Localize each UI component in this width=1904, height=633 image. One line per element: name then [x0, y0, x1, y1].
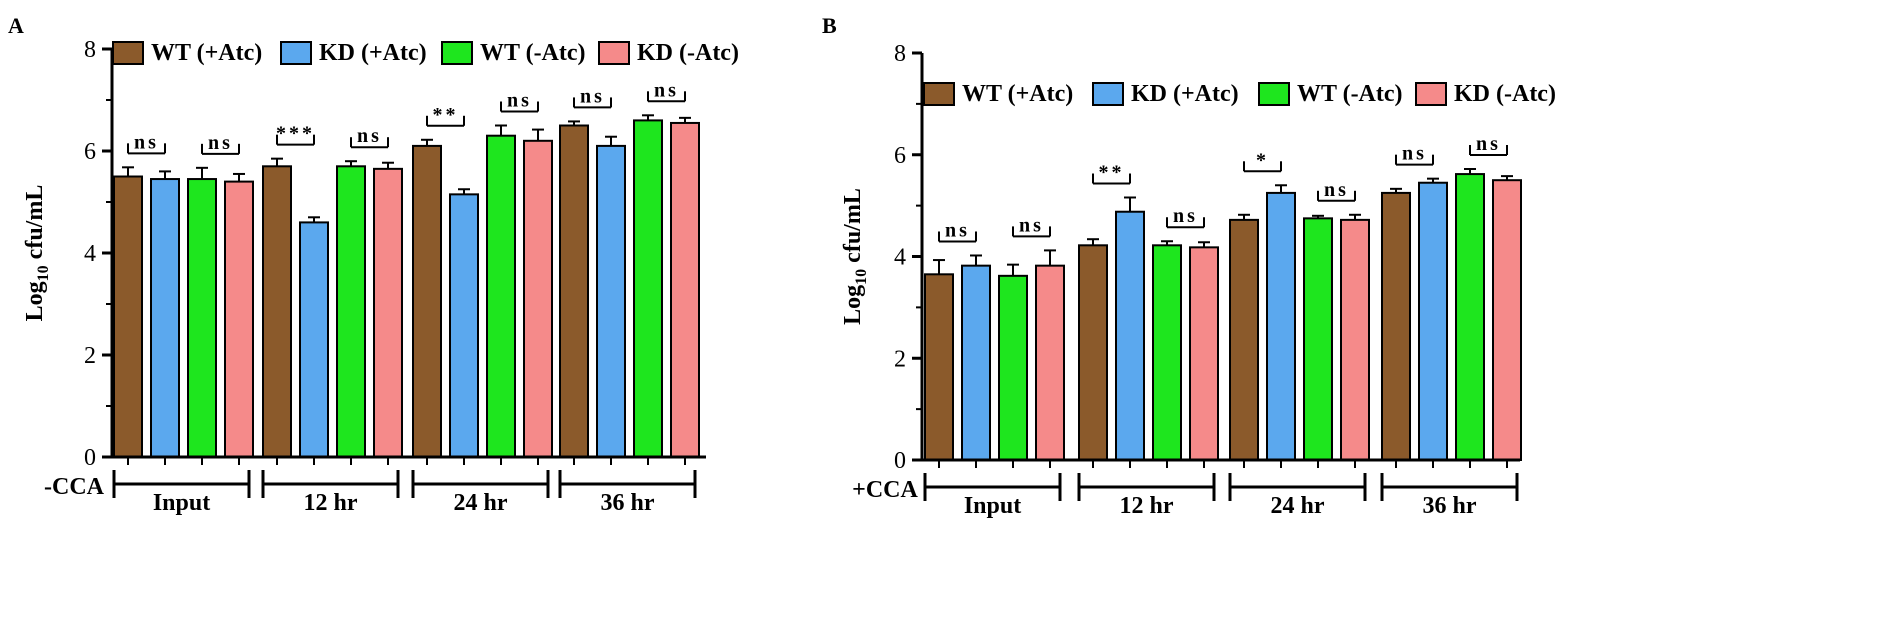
- bar: [1229, 218, 1259, 461]
- y-tick-label: 0: [894, 448, 906, 474]
- legend-label: WT (-Atc): [1297, 81, 1403, 107]
- legend-swatch: [1092, 82, 1124, 106]
- y-tick-label: 4: [84, 241, 96, 267]
- sig-label: ns: [1476, 133, 1501, 155]
- condition-label: -CCA: [44, 474, 105, 500]
- y-axis-label-main: Log: [840, 285, 866, 325]
- y-tick-label: 6: [84, 139, 96, 165]
- sig-label: **: [433, 104, 459, 126]
- legend-label: WT (+Atc): [962, 81, 1073, 107]
- y-axis-label: Log10 cfu/mL: [22, 185, 52, 322]
- legend-label: KD (+Atc): [1131, 81, 1239, 107]
- bar: [1381, 191, 1411, 461]
- bar: [924, 273, 954, 461]
- sig-label: ***: [276, 123, 315, 145]
- y-tick-label: 8: [894, 41, 906, 67]
- legend-swatch: [923, 82, 955, 106]
- bar: [1340, 218, 1370, 461]
- y-tick-label: 6: [894, 143, 906, 169]
- category-label: 36 hr: [1423, 493, 1477, 519]
- bar: [633, 119, 663, 459]
- bar: [596, 144, 626, 458]
- y-axis-label-subscript: 10: [853, 269, 870, 285]
- legend-swatch: [280, 41, 312, 65]
- y-axis-label-main: Log: [22, 281, 48, 321]
- legend-swatch: [1258, 82, 1290, 106]
- legend-label: KD (-Atc): [637, 40, 739, 66]
- category-label: 12 hr: [1120, 493, 1174, 519]
- y-tick-label: 2: [84, 343, 96, 369]
- bar: [1115, 210, 1145, 461]
- bar: [373, 167, 403, 458]
- legend-swatch: [112, 41, 144, 65]
- sig-label: **: [1099, 161, 1125, 183]
- y-axis-label-rest: cfu/mL: [22, 185, 48, 266]
- y-tick-label: 8: [84, 37, 96, 63]
- panel-label: B: [822, 13, 837, 38]
- bar: [187, 178, 217, 459]
- category-label: Input: [153, 490, 210, 516]
- legend-label: WT (-Atc): [480, 40, 586, 66]
- sig-label: ns: [945, 219, 970, 241]
- sig-label: ns: [208, 132, 233, 154]
- panel-label: A: [8, 13, 24, 38]
- sig-label: *: [1256, 149, 1269, 171]
- y-axis-label-subscript: 10: [35, 265, 52, 281]
- panel-A: A 0 2 4 6 8 Log10 cfu/mL ns ns *** ns ** ns ns ns Input…: [8, 13, 739, 516]
- bar: [1303, 217, 1333, 461]
- sig-label: ns: [580, 85, 605, 107]
- legend-swatch: [598, 41, 630, 65]
- bar: [998, 274, 1028, 461]
- legend-swatch: [441, 41, 473, 65]
- y-axis-label-rest: cfu/mL: [840, 188, 866, 269]
- legend-label: WT (+Atc): [151, 40, 262, 66]
- bar: [1455, 173, 1485, 462]
- bar: [299, 221, 329, 458]
- legend-label: KD (+Atc): [319, 40, 427, 66]
- sig-label: ns: [1019, 214, 1044, 236]
- sig-label: ns: [134, 131, 159, 153]
- bar: [412, 144, 442, 458]
- bar: [559, 124, 589, 458]
- bar: [1189, 246, 1219, 461]
- bar: [1035, 264, 1065, 461]
- bar: [150, 178, 180, 459]
- y-tick-label: 0: [84, 445, 96, 471]
- condition-label: +CCA: [852, 477, 918, 503]
- panel-B: B 0 2 4 6 8 Log10 cfu/mL ns ns ** ns * ns ns ns Input 12…: [822, 13, 1556, 519]
- bar: [1266, 191, 1296, 461]
- bar: [113, 175, 143, 458]
- category-label: 24 hr: [1271, 493, 1325, 519]
- bar: [262, 165, 292, 459]
- category-label: 36 hr: [601, 490, 655, 516]
- legend-swatch: [1415, 82, 1447, 106]
- category-label: 24 hr: [454, 490, 508, 516]
- bar: [336, 165, 366, 459]
- sig-label: ns: [357, 125, 382, 147]
- y-axis-label: Log10 cfu/mL: [840, 188, 870, 325]
- sig-label: ns: [507, 90, 532, 112]
- sig-label: ns: [654, 79, 679, 101]
- legend-label: KD (-Atc): [1454, 81, 1556, 107]
- bar: [1492, 179, 1522, 461]
- bar: [1418, 181, 1448, 461]
- bar: [1152, 244, 1182, 461]
- bar: [670, 121, 700, 458]
- bar: [1078, 244, 1108, 461]
- category-label: Input: [964, 493, 1021, 519]
- bar: [523, 139, 553, 459]
- sig-label: ns: [1402, 143, 1427, 165]
- bar: [224, 180, 254, 458]
- y-tick-label: 2: [894, 346, 906, 372]
- category-label: 12 hr: [304, 490, 358, 516]
- sig-label: ns: [1173, 205, 1198, 227]
- bar: [961, 264, 991, 461]
- y-tick-label: 4: [894, 245, 906, 271]
- sig-label: ns: [1324, 179, 1349, 201]
- bar: [486, 134, 516, 458]
- bar: [449, 193, 479, 458]
